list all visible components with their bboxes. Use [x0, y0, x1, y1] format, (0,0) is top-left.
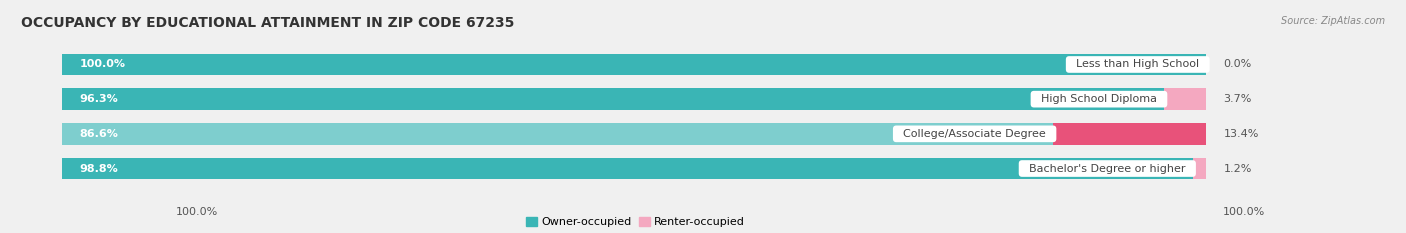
Bar [62, 88, 1164, 110]
Bar [1164, 88, 1206, 110]
Bar [62, 123, 1206, 145]
Text: 3.7%: 3.7% [1223, 94, 1251, 104]
Bar [62, 54, 1206, 75]
Bar [62, 158, 1206, 179]
Text: OCCUPANCY BY EDUCATIONAL ATTAINMENT IN ZIP CODE 67235: OCCUPANCY BY EDUCATIONAL ATTAINMENT IN Z… [21, 16, 515, 30]
Text: 100.0%: 100.0% [176, 207, 218, 217]
Bar [62, 158, 1192, 179]
Bar [62, 88, 1206, 110]
Bar [62, 123, 1053, 145]
Text: 96.3%: 96.3% [80, 94, 118, 104]
Bar [62, 54, 1206, 75]
Text: 100.0%: 100.0% [80, 59, 125, 69]
Legend: Owner-occupied, Renter-occupied: Owner-occupied, Renter-occupied [526, 217, 745, 227]
Text: Less than High School: Less than High School [1069, 59, 1206, 69]
Text: Bachelor's Degree or higher: Bachelor's Degree or higher [1022, 164, 1192, 174]
Text: 98.8%: 98.8% [80, 164, 118, 174]
Text: 0.0%: 0.0% [1223, 59, 1251, 69]
Text: 13.4%: 13.4% [1223, 129, 1258, 139]
Text: High School Diploma: High School Diploma [1033, 94, 1164, 104]
Text: 1.2%: 1.2% [1223, 164, 1251, 174]
Bar [1192, 158, 1206, 179]
Bar [1053, 123, 1206, 145]
Text: 86.6%: 86.6% [80, 129, 118, 139]
Text: Source: ZipAtlas.com: Source: ZipAtlas.com [1281, 16, 1385, 26]
Text: College/Associate Degree: College/Associate Degree [896, 129, 1053, 139]
Text: 100.0%: 100.0% [1223, 207, 1265, 217]
